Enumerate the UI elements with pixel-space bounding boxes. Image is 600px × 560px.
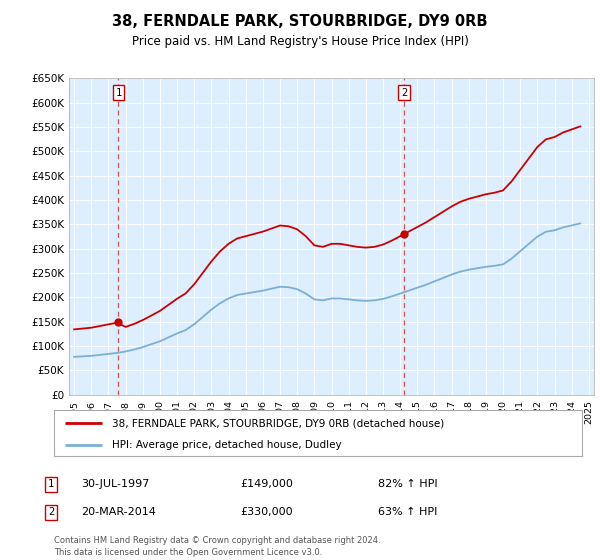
Text: 38, FERNDALE PARK, STOURBRIDGE, DY9 0RB (detached house): 38, FERNDALE PARK, STOURBRIDGE, DY9 0RB … bbox=[112, 418, 445, 428]
Text: 63% ↑ HPI: 63% ↑ HPI bbox=[378, 507, 437, 517]
Text: Price paid vs. HM Land Registry's House Price Index (HPI): Price paid vs. HM Land Registry's House … bbox=[131, 35, 469, 48]
Text: 2: 2 bbox=[401, 87, 407, 97]
Text: 38, FERNDALE PARK, STOURBRIDGE, DY9 0RB: 38, FERNDALE PARK, STOURBRIDGE, DY9 0RB bbox=[112, 14, 488, 29]
Text: £330,000: £330,000 bbox=[240, 507, 293, 517]
Text: £149,000: £149,000 bbox=[240, 479, 293, 489]
Text: 20-MAR-2014: 20-MAR-2014 bbox=[81, 507, 156, 517]
Text: Contains HM Land Registry data © Crown copyright and database right 2024.
This d: Contains HM Land Registry data © Crown c… bbox=[54, 536, 380, 557]
Text: 1: 1 bbox=[48, 479, 54, 489]
Text: HPI: Average price, detached house, Dudley: HPI: Average price, detached house, Dudl… bbox=[112, 440, 342, 450]
Text: 82% ↑ HPI: 82% ↑ HPI bbox=[378, 479, 437, 489]
Text: 30-JUL-1997: 30-JUL-1997 bbox=[81, 479, 149, 489]
Text: 2: 2 bbox=[48, 507, 54, 517]
Text: 1: 1 bbox=[115, 87, 122, 97]
